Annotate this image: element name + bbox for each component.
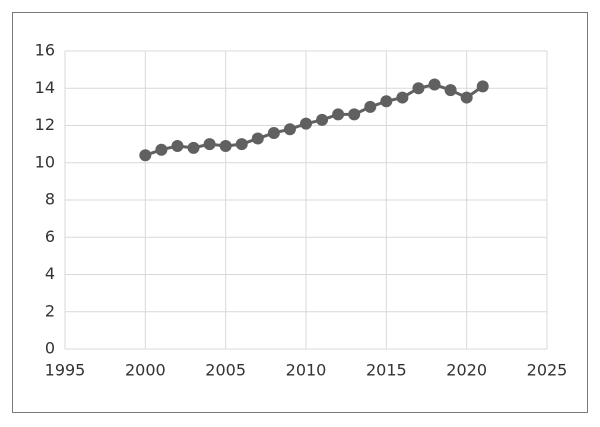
- data-point: [348, 108, 361, 121]
- data-point: [460, 91, 473, 104]
- x-tick-label: 2020: [446, 361, 487, 380]
- data-point: [428, 78, 441, 91]
- chart-border: [12, 12, 588, 413]
- y-tick-label: 16: [35, 41, 55, 60]
- data-point: [267, 126, 280, 139]
- x-tick-label: 2025: [527, 361, 568, 380]
- x-tick-label: 2015: [366, 361, 407, 380]
- data-point: [300, 117, 312, 130]
- data-point: [444, 84, 457, 97]
- data-point: [219, 139, 232, 152]
- data-point: [364, 100, 377, 113]
- data-point: [203, 138, 216, 151]
- x-tick-label: 2000: [125, 361, 166, 380]
- data-point: [412, 82, 425, 95]
- y-tick-label: 10: [35, 152, 55, 171]
- y-tick-label: 14: [35, 78, 55, 97]
- data-point: [380, 95, 393, 108]
- x-tick-label: 1995: [45, 361, 86, 380]
- x-tick-label: 2005: [205, 361, 246, 380]
- y-tick-label: 4: [45, 264, 55, 283]
- x-tick-label: 2010: [286, 361, 327, 380]
- y-tick-label: 0: [45, 339, 55, 358]
- y-tick-label: 2: [45, 301, 55, 320]
- data-point: [251, 132, 264, 145]
- data-point: [283, 123, 296, 136]
- y-tick-label: 6: [45, 227, 55, 246]
- data-line: [144, 82, 484, 157]
- y-tick-label: 12: [35, 115, 55, 134]
- data-point: [139, 149, 152, 162]
- data-point: [171, 139, 184, 152]
- data-point: [332, 108, 345, 121]
- y-tick-label: 8: [45, 190, 55, 209]
- data-point: [235, 138, 248, 151]
- data-point: [187, 141, 200, 154]
- data-point: [316, 113, 329, 126]
- data-point: [155, 143, 168, 156]
- data-point: [476, 80, 489, 93]
- data-point: [396, 91, 409, 104]
